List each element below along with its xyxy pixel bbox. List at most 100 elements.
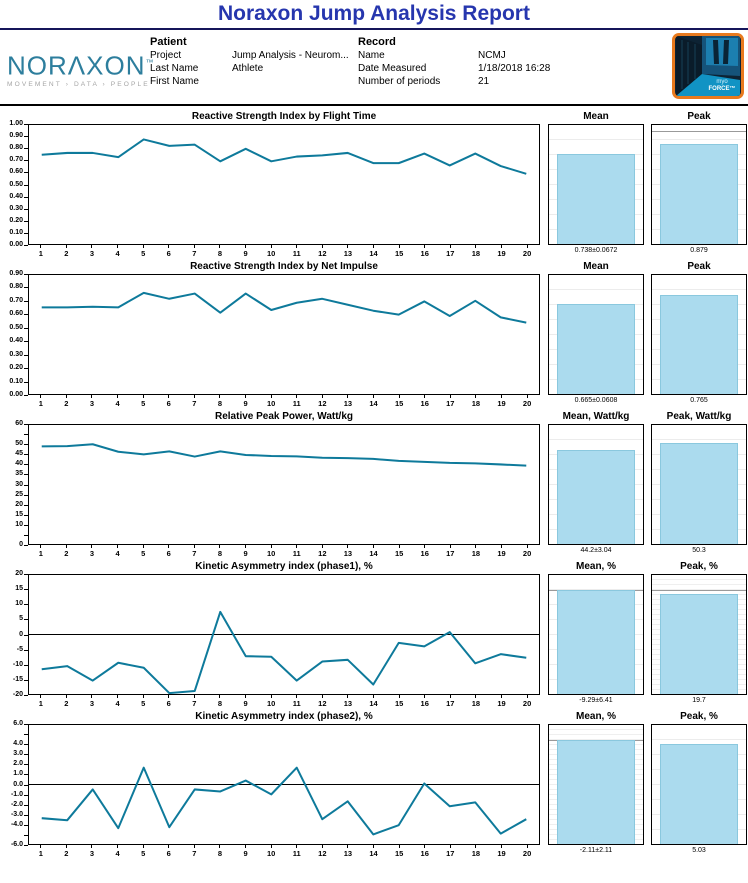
noraxon-logo: NORΛXON™ MOVEMENT › DATA › PEOPLE	[7, 50, 154, 88]
mini-mean-panel: Mean, % -2.11±2.11	[548, 711, 644, 854]
y-axis-tick-mark	[24, 287, 28, 289]
y-axis-tick-mark	[24, 136, 28, 138]
y-axis-tick-label: 4.0	[13, 740, 23, 748]
line-plot	[28, 274, 540, 395]
x-axis-tick-mark	[373, 695, 375, 698]
x-axis-label: 13	[335, 695, 361, 708]
x-axis-tick-mark	[526, 245, 528, 248]
y-axis-tick-mark	[24, 814, 28, 816]
x-axis-tick-mark	[526, 395, 528, 398]
y-axis-tick-mark	[24, 444, 28, 446]
mini-peak-panel: Peak, % 19.7	[651, 561, 747, 704]
y-axis-tick-label: 0.20	[9, 216, 23, 224]
y-axis-tick-label: 0.10	[9, 228, 23, 236]
patient-field-row: First Name	[150, 75, 349, 88]
x-axis-tick-mark	[117, 245, 119, 248]
line-plot-svg	[41, 443, 527, 467]
x-axis-tick-mark	[91, 845, 93, 848]
x-axis-label: 11	[284, 245, 310, 258]
x-axis-label: 20	[514, 245, 540, 258]
patient-field-row: Project Jump Analysis - Neurom...	[150, 49, 349, 62]
x-axis-label: 3	[79, 545, 105, 558]
x-axis-tick-mark	[142, 545, 144, 548]
x-axis-label: 15	[386, 845, 412, 858]
x-axis-label: 5	[130, 545, 156, 558]
line-plot	[28, 574, 540, 695]
x-axis-tick-mark	[219, 845, 221, 848]
y-axis-tick-mark	[24, 341, 28, 343]
x-axis-tick-mark	[347, 395, 349, 398]
y-axis-tick-mark	[24, 196, 28, 198]
record-field-row: Number of periods 21	[358, 75, 550, 88]
y-axis-tick-mark	[24, 804, 28, 806]
x-axis-tick-mark	[475, 695, 477, 698]
mini-mean-panel: Mean, % -9.29±6.41	[548, 561, 644, 704]
y-axis-tick-mark	[24, 764, 28, 766]
mini-mean-value: 44.2±3.04	[580, 547, 612, 554]
x-axis-label: 8	[207, 695, 233, 708]
x-axis-label: 12	[310, 245, 336, 258]
x-axis-tick-mark	[449, 545, 451, 548]
x-axis-tick-mark	[475, 845, 477, 848]
x-axis-tick-mark	[296, 845, 298, 848]
y-axis-tick-label: 15	[15, 510, 23, 518]
y-axis-tick-label: 0.90	[9, 132, 23, 140]
x-axis-label: 3	[79, 845, 105, 858]
y-axis-tick-label: 30	[15, 480, 23, 488]
mini-peak-title: Peak, Watt/kg	[666, 411, 732, 422]
x-axis-tick-mark	[219, 545, 221, 548]
brand-name-text: NORΛXON	[7, 50, 146, 81]
x-axis-label: 17	[438, 845, 464, 858]
x-axis-label: 4	[105, 845, 131, 858]
chart-row-1: Reactive Strength Index by Flight Time 1.…	[0, 111, 748, 261]
x-axis-label: 7	[182, 695, 208, 708]
y-axis-tick-label: 0.80	[9, 283, 23, 291]
chart-title: Kinetic Asymmetry index (phase2), %	[195, 711, 373, 722]
line-plot-svg	[41, 291, 527, 324]
field-label: First Name	[150, 76, 199, 87]
x-axis-label: 2	[54, 845, 80, 858]
mini-peak-value: 0.879	[690, 247, 708, 254]
x-axis-label: 13	[335, 845, 361, 858]
reference-line	[652, 590, 746, 592]
mini-peak-value: 5.03	[692, 847, 706, 854]
x-axis-tick-mark	[219, 395, 221, 398]
y-axis-tick-mark	[24, 824, 28, 826]
x-axis-tick-mark	[40, 845, 42, 848]
mini-peak-bar	[659, 744, 739, 844]
x-axis-tick-mark	[398, 245, 400, 248]
y-axis-tick-label: -10	[12, 660, 23, 668]
x-axis-tick-mark	[91, 545, 93, 548]
x-axis-tick-mark	[424, 545, 426, 548]
x-axis-tick-mark	[219, 245, 221, 248]
y-axis-tick-label: 0.50	[9, 180, 23, 188]
mini-mean-bar	[556, 303, 636, 394]
x-axis-tick-mark	[526, 545, 528, 548]
line-plot	[28, 424, 540, 545]
mini-mean-bar	[556, 590, 636, 694]
line-series	[41, 291, 527, 324]
x-axis-label: 4	[105, 545, 131, 558]
x-axis-label: 17	[438, 695, 464, 708]
x-axis-tick-mark	[117, 845, 119, 848]
x-axis-label: 16	[412, 245, 438, 258]
x-axis-label: 16	[412, 695, 438, 708]
x-axis-tick-mark	[296, 695, 298, 698]
mini-mean-box	[548, 724, 644, 845]
x-axis-tick-mark	[245, 695, 247, 698]
x-axis-label: 8	[207, 845, 233, 858]
x-axis-tick-mark	[424, 845, 426, 848]
y-axis-tick-label: 20	[15, 570, 23, 577]
x-axis-tick-mark	[245, 245, 247, 248]
x-axis-label: 20	[514, 395, 540, 408]
x-axis-tick-mark	[168, 845, 170, 848]
y-axis-tick-label: 25	[15, 490, 23, 498]
myoforce-logo: myo FORCE™	[672, 33, 744, 99]
y-axis-tick-mark	[24, 381, 28, 383]
x-axis-tick-mark	[65, 845, 67, 848]
x-axis-tick-mark	[65, 545, 67, 548]
x-axis-label: 16	[412, 545, 438, 558]
y-axis-tick-mark	[24, 784, 28, 786]
x-axis-label: 14	[361, 695, 387, 708]
y-axis-tick-mark	[24, 619, 28, 621]
